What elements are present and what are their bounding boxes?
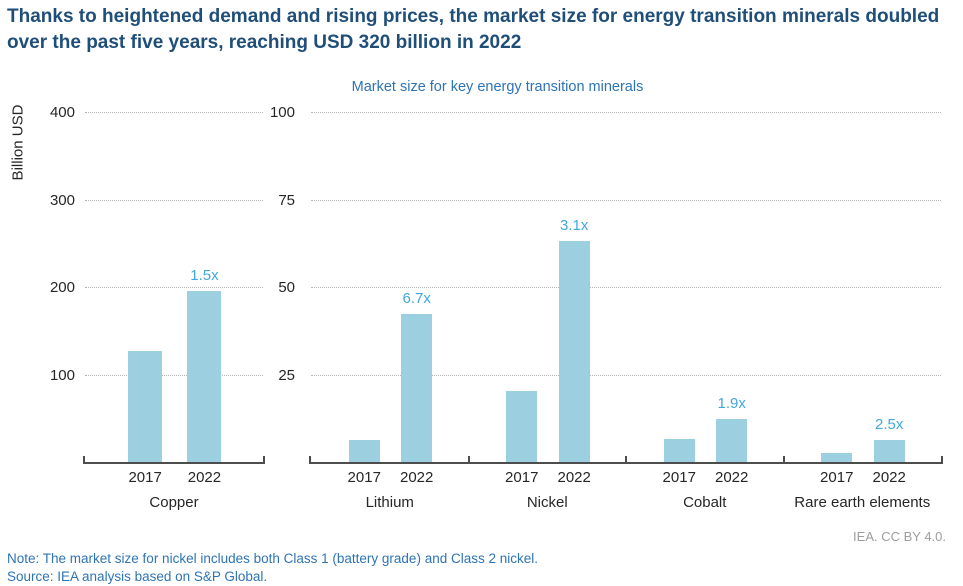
bar-copper-2022: [187, 291, 222, 462]
year-label: 2017: [820, 469, 854, 486]
gridline-100: [311, 112, 941, 113]
x-axis-tick: [782, 456, 785, 462]
gridline-50: [311, 287, 941, 288]
bar-cobalt-2022: [716, 418, 748, 462]
mineral-label: Rare earth elements: [794, 494, 931, 511]
bar-nickel-2017: [506, 390, 538, 462]
bar-cobalt-2017: [663, 438, 695, 462]
y-tick-label-50: 50: [278, 279, 295, 296]
y-tick-label-75: 75: [278, 191, 295, 209]
multiplier-label: 6.7x: [402, 289, 431, 307]
gridline-200: [85, 287, 263, 288]
bar-rare-earth-elements-2017: [821, 453, 853, 462]
y-tick-label-400: 400: [49, 104, 75, 121]
page-title: Thanks to heightened demand and rising p…: [7, 6, 940, 53]
year-label: 2022: [872, 469, 906, 486]
year-label: 2017: [128, 469, 162, 486]
gridline-75: [311, 199, 941, 201]
year-label: 2022: [557, 469, 591, 486]
y-tick-label-100: 100: [269, 104, 295, 121]
y-tick-label-300: 300: [49, 191, 75, 209]
license-text: IEA. CC BY 4.0.: [853, 529, 946, 544]
x-axis-tick: [467, 456, 470, 462]
bar-lithium-2022: [401, 313, 433, 462]
x-axis-copper: [83, 456, 265, 464]
year-label: 2017: [662, 469, 696, 486]
gridline-300: [85, 199, 263, 201]
bar-nickel-2022: [558, 240, 590, 462]
mineral-label: Lithium: [365, 494, 414, 511]
y-tick-label-100: 100: [49, 366, 75, 384]
y-tick-label-200: 200: [49, 279, 75, 296]
gridline-400: [85, 112, 263, 113]
x-axis-other-minerals: [309, 456, 943, 464]
year-label: 2017: [347, 469, 381, 486]
bar-lithium-2017: [348, 439, 380, 462]
year-label: 2022: [714, 469, 749, 486]
mineral-label: Copper: [149, 494, 199, 511]
multiplier-label: 1.5x: [190, 267, 219, 285]
gridline-25: [311, 374, 941, 376]
mineral-label: Nickel: [526, 494, 568, 511]
chart-note: Note: The market size for nickel include…: [7, 551, 538, 566]
chart-title: Market size for key energy transition mi…: [351, 79, 644, 95]
y-tick-label-25: 25: [278, 366, 295, 384]
multiplier-label: 3.1x: [559, 216, 589, 234]
gridline-100: [85, 374, 263, 376]
mineral-label: Cobalt: [683, 494, 727, 511]
bar-rare-earth-elements-2022: [873, 439, 905, 462]
year-label: 2017: [505, 469, 539, 486]
bar-copper-2017: [128, 350, 163, 462]
multiplier-label: 2.5x: [874, 415, 904, 433]
year-label: 2022: [187, 469, 222, 486]
chart-source: Source: IEA analysis based on S&P Global…: [7, 569, 268, 584]
multiplier-label: 1.9x: [717, 394, 746, 412]
x-axis-tick: [625, 456, 627, 462]
year-label: 2022: [399, 469, 434, 486]
